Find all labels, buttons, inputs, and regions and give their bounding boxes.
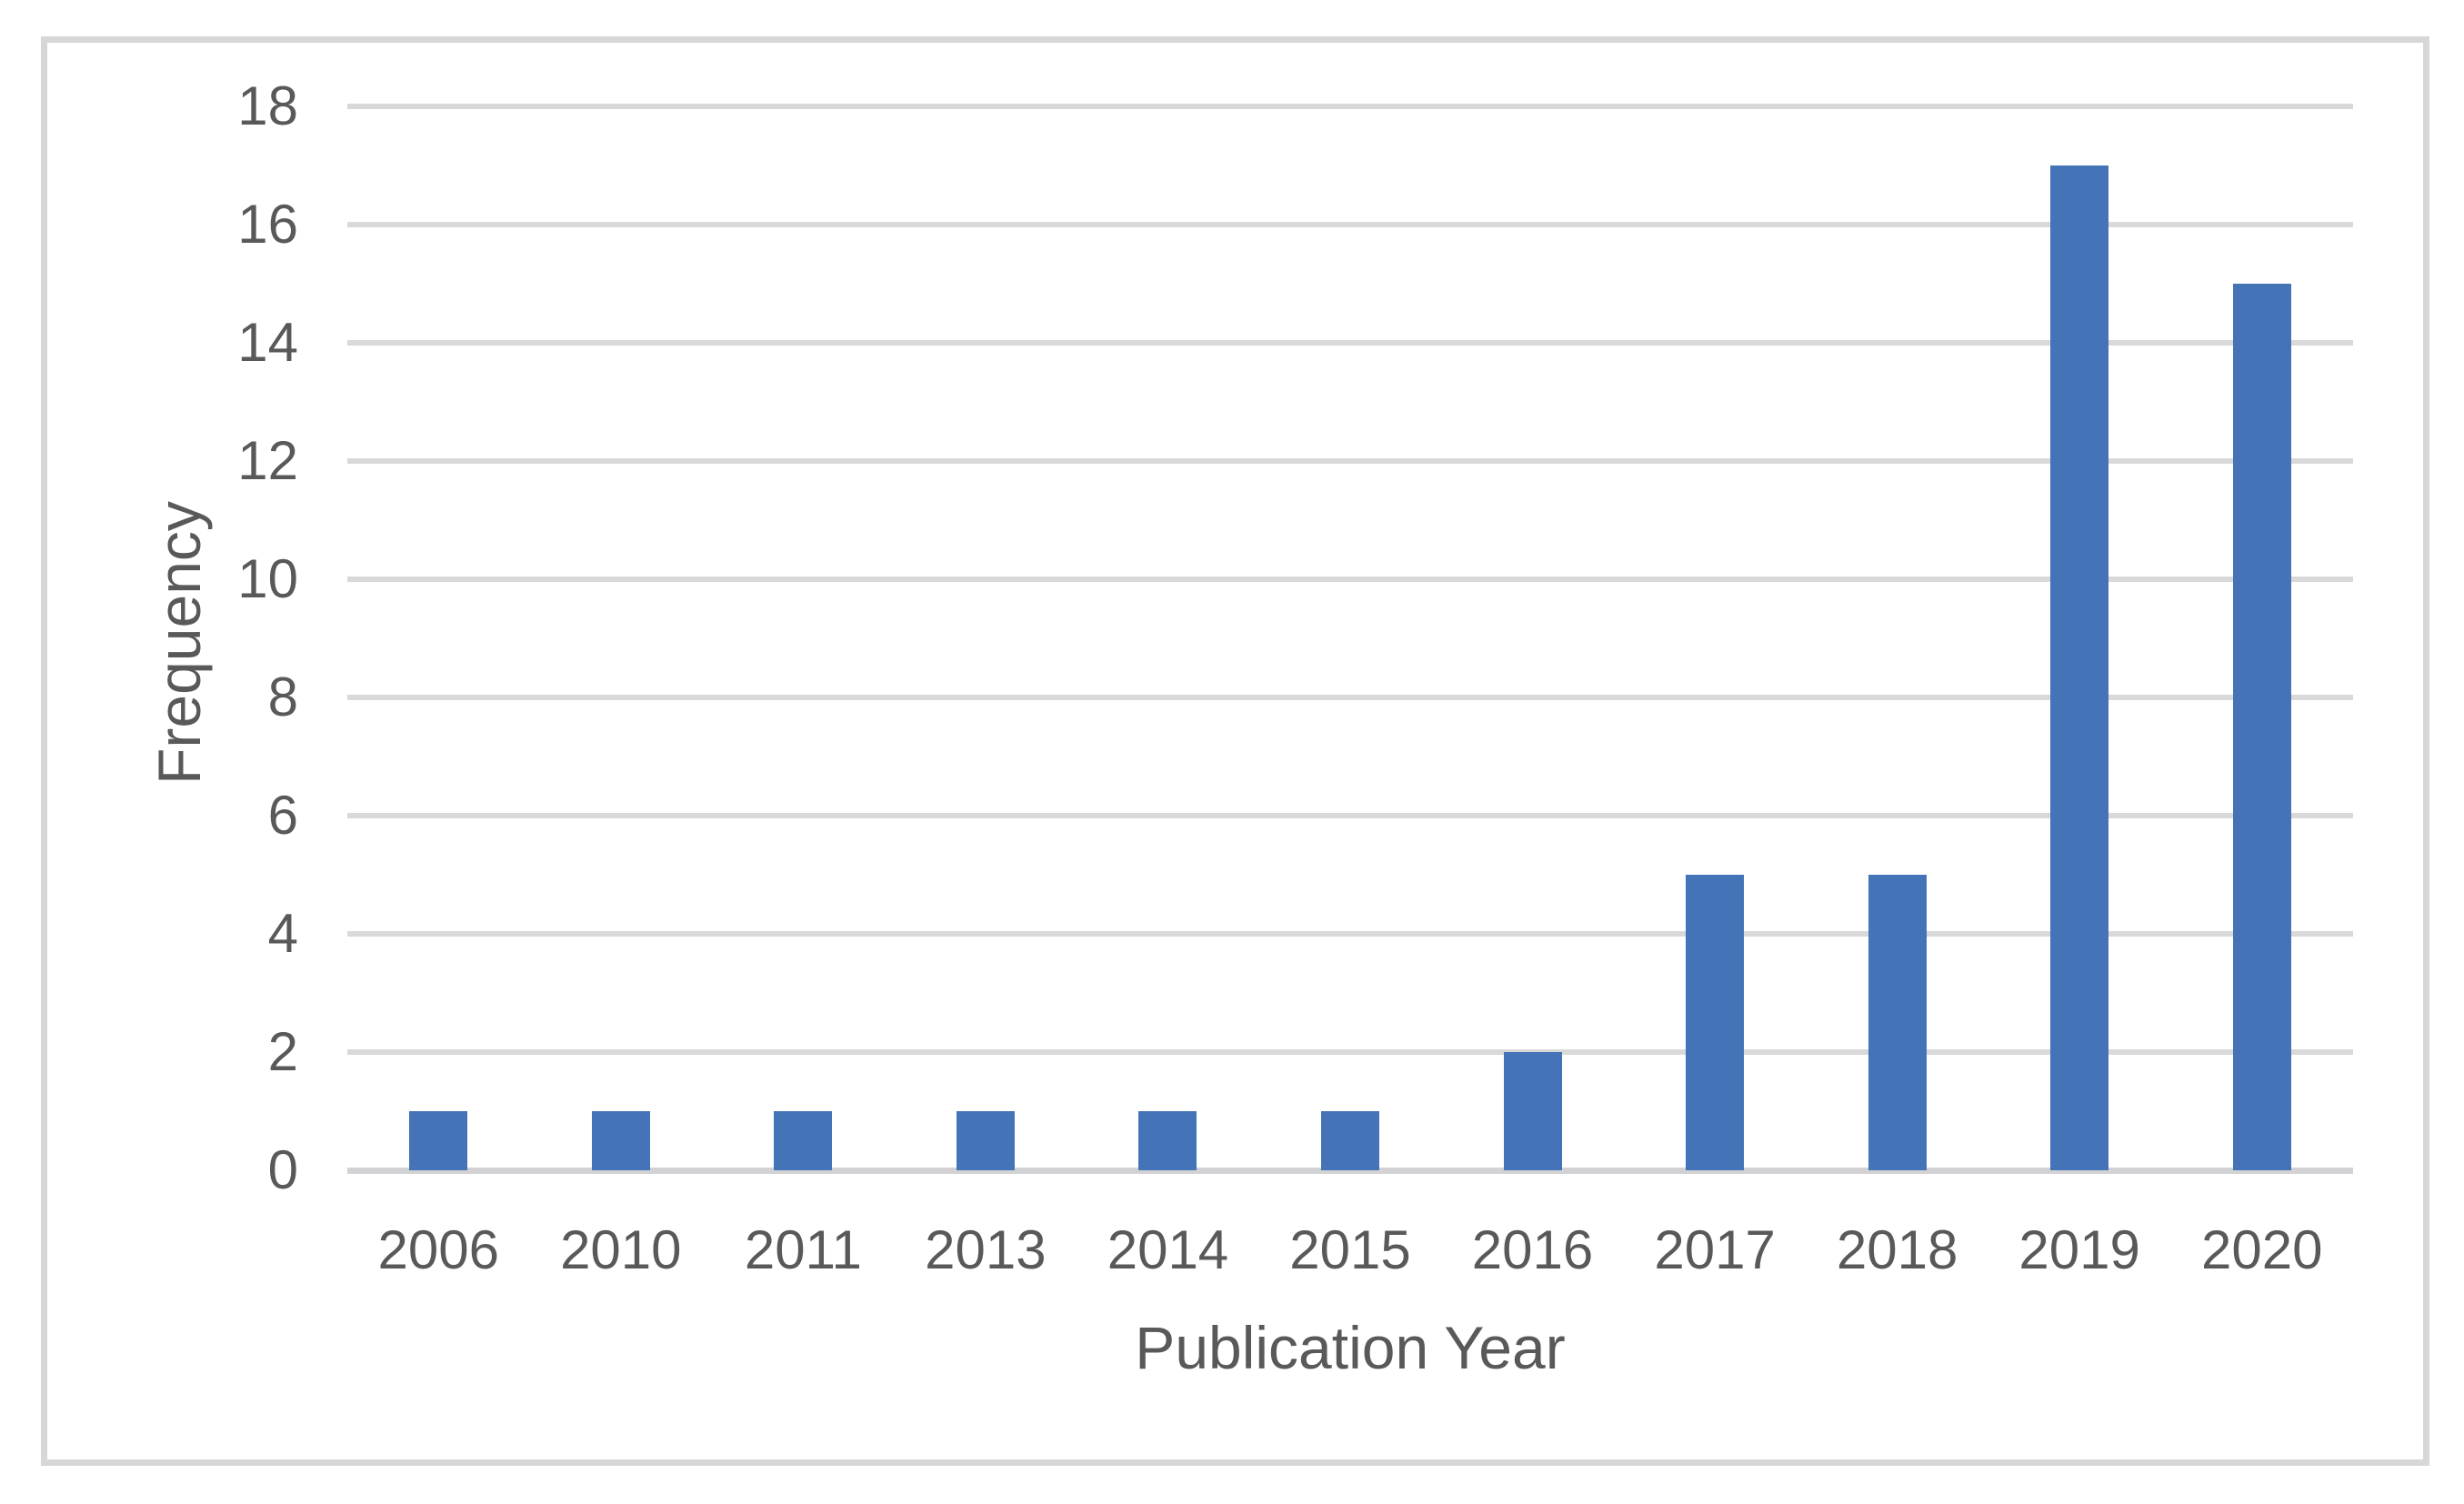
x-tick-label-2014: 2014 <box>1107 1219 1229 1280</box>
gridline <box>347 813 2353 818</box>
bar-2016 <box>1503 1052 1562 1170</box>
bar-2020 <box>2232 284 2291 1170</box>
x-tick-label-2013: 2013 <box>925 1219 1047 1280</box>
bar-2014 <box>1138 1111 1197 1170</box>
x-tick-label-2020: 2020 <box>2200 1219 2323 1280</box>
y-tick-label-2: 2 <box>267 1021 298 1082</box>
bar-2011 <box>774 1111 833 1170</box>
gridline <box>347 577 2353 582</box>
x-tick-label-2011: 2011 <box>744 1219 862 1280</box>
bar-2019 <box>2050 165 2109 1170</box>
bar-2006 <box>409 1111 468 1170</box>
y-tick-label-6: 6 <box>267 785 298 846</box>
gridline <box>347 1049 2353 1055</box>
y-tick-label-14: 14 <box>237 312 298 373</box>
chart-border <box>41 36 2429 1466</box>
x-tick-label-2010: 2010 <box>560 1219 682 1280</box>
bar-2015 <box>1321 1111 1379 1170</box>
x-tick-label-2019: 2019 <box>2018 1219 2140 1280</box>
bar-2013 <box>956 1111 1015 1170</box>
gridline <box>347 222 2353 227</box>
x-axis-title: Publication Year <box>1135 1314 1566 1381</box>
x-tick-label-2017: 2017 <box>1654 1219 1776 1280</box>
y-tick-label-10: 10 <box>237 548 298 609</box>
x-tick-label-2016: 2016 <box>1471 1219 1594 1280</box>
bar-2018 <box>1868 875 1927 1170</box>
x-tick-label-2006: 2006 <box>377 1219 499 1280</box>
y-tick-label-8: 8 <box>267 667 298 727</box>
plot-area <box>347 104 2353 1174</box>
gridline <box>347 340 2353 346</box>
y-tick-label-12: 12 <box>237 430 298 491</box>
y-tick-label-0: 0 <box>267 1139 298 1200</box>
gridline <box>347 931 2353 937</box>
y-tick-label-4: 4 <box>267 903 298 964</box>
x-axis-line <box>347 1168 2353 1174</box>
x-tick-label-2015: 2015 <box>1289 1219 1411 1280</box>
x-tick-label-2018: 2018 <box>1836 1219 1958 1280</box>
y-tick-label-16: 16 <box>237 194 298 255</box>
gridline <box>347 695 2353 700</box>
bar-2010 <box>591 1111 650 1170</box>
bar-2017 <box>1686 875 1745 1170</box>
gridline <box>347 104 2353 109</box>
gridline <box>347 458 2353 464</box>
y-tick-label-18: 18 <box>237 75 298 136</box>
